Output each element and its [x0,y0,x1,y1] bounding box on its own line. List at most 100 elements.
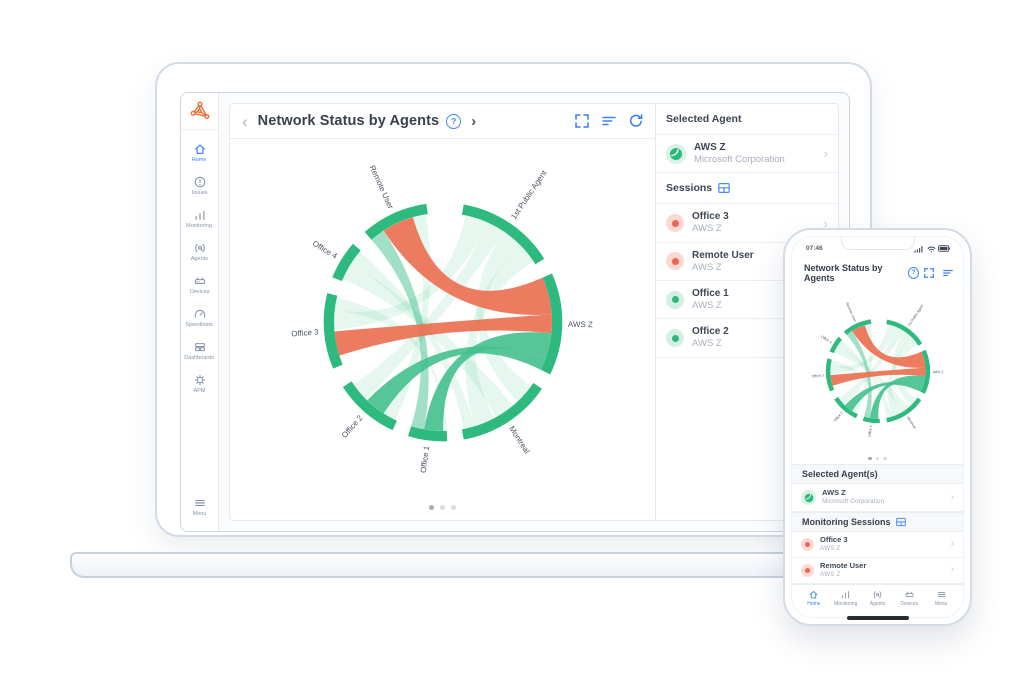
svg-text:Office 4: Office 4 [820,335,832,345]
session-name: Remote User [820,561,867,571]
monitoring-icon [842,591,850,599]
chevron-right-icon: › [950,564,954,576]
menu-icon [194,499,205,507]
home-icon [194,144,205,154]
expand-icon[interactable] [924,267,934,278]
expand-icon[interactable] [575,114,589,128]
svg-text:Office 2: Office 2 [339,413,364,440]
svg-text:Office 4: Office 4 [310,239,338,261]
card-header: ‹ Network Status by Agents ? › [230,104,655,139]
monitoring-icon [194,210,205,220]
laptop-screen: Home Issues Monitoring Agents Devices Speedte… [155,62,872,537]
page-dot-1[interactable] [429,505,434,510]
svg-text:AWS Z: AWS Z [932,370,944,374]
session-agent: AWS Z [692,223,722,235]
sidebar-item-monitoring[interactable]: Monitoring [181,202,218,235]
page-dot-2[interactable] [875,456,880,461]
phone-chord-chart[interactable]: 1st Public Agent AWS Z Montreal Office 1 Off… [792,288,963,454]
session-name: Office 3 [820,535,848,545]
nav-item-menu[interactable]: Menu [925,589,957,607]
phone-screen: 07:46 Network Status by Agents ? 1st Pub… [791,236,964,618]
page-dot-3[interactable] [451,505,456,510]
issues-icon [194,176,205,188]
phone-header: Network Status by Agents ? [792,259,963,288]
sidebar-item-devices[interactable]: Devices [181,268,218,301]
page-dot-1[interactable] [868,456,872,461]
nav-item-devices[interactable]: Devices [893,589,925,607]
phone-page-title: Network Status by Agents [804,262,883,283]
agents-icon [873,591,882,598]
nav-item-monitoring[interactable]: Monitoring [830,589,862,607]
sessions-grid-icon[interactable] [718,182,730,194]
svg-text:Office 3: Office 3 [291,327,319,338]
phone-session-row[interactable]: Office 3 AWS Z › [792,532,963,558]
selected-agent-row[interactable]: AWS Z Microsoft Corporation › [656,135,838,174]
apm-icon [194,374,205,386]
svg-text:Office 2: Office 2 [832,411,843,423]
session-name: Office 3 [692,211,729,223]
status-dot-green [666,290,684,309]
back-chevron-icon[interactable]: ‹ [242,111,248,131]
agent-name: AWS Z [694,142,726,153]
phone-selected-agent-row[interactable]: AWS Z Microsoft Corporation › [792,484,963,512]
sessions-title: Sessions [656,173,838,205]
right-panel: Selected Agent AWS Z Microsoft Corporati… [655,104,838,520]
filter-icon[interactable] [943,268,953,278]
svg-text:Montreal: Montreal [507,424,531,455]
svg-text:Montreal: Montreal [905,416,916,430]
status-dot-red [801,563,814,577]
sidebar-item-speedtests[interactable]: Speedtests [181,301,218,334]
phone-notch [840,237,915,250]
sidebar-item-apm[interactable]: APM [181,367,218,400]
sidebar-item-agents[interactable]: Agents [181,235,218,268]
pagination-dots [230,505,655,520]
app-logo[interactable] [181,93,218,130]
svg-text:Remote User: Remote User [367,164,395,211]
battery-icon [938,245,950,253]
status-dot-red [666,252,684,271]
app-window: Home Issues Monitoring Agents Devices Speedte… [180,92,850,532]
sessions-grid-icon[interactable] [895,517,906,527]
dashboard-card: ‹ Network Status by Agents ? › 1st Publi… [229,103,839,521]
page-dot-2[interactable] [440,505,445,510]
svg-text:Office 3: Office 3 [811,373,823,378]
filter-icon[interactable] [602,114,616,128]
nav-item-agents[interactable]: Agents [862,589,894,607]
phone-session-row[interactable]: Remote User AWS Z › [792,558,963,584]
selected-agents-band: Selected Agent(s) [792,464,963,485]
forward-chevron-icon[interactable]: › [471,112,477,130]
session-agent: AWS Z [820,544,841,552]
help-icon[interactable]: ? [446,113,462,129]
refresh-icon[interactable] [629,114,643,128]
status-time: 07:46 [806,245,823,253]
svg-text:1st Public Agent: 1st Public Agent [907,304,924,327]
session-name: Office 2 [692,326,729,338]
status-dot-red [801,537,814,551]
status-dot-red [666,214,684,233]
agents-icon [194,243,205,253]
sidebar-item-dashboards[interactable]: Dashboards [181,334,218,367]
status-dot-green [666,329,684,348]
sidebar-item-menu[interactable]: Menu [181,490,218,523]
home-indicator[interactable] [846,616,909,620]
sidebar-item-home[interactable]: Home [181,136,218,169]
help-icon[interactable]: ? [908,266,919,279]
svg-text:AWS Z: AWS Z [567,320,592,329]
home-icon [810,590,818,599]
agent-company: Microsoft Corporation [822,498,885,506]
agent-name: AWS Z [822,488,846,498]
session-name: Office 1 [692,288,729,300]
agent-avatar [666,143,686,164]
chord-chart[interactable]: 1st Public Agent AWS Z Montreal Office 1 Off… [230,139,655,505]
sidebar-item-issues[interactable]: Issues [181,169,218,202]
session-row[interactable]: Office 3 AWS Z › [656,204,838,243]
session-agent: AWS Z [692,338,722,350]
page-dot-3[interactable] [883,456,887,461]
agent-avatar [801,490,816,506]
devices-icon [905,591,914,597]
speedtests-icon [194,309,205,318]
phone-bottom-nav: Home Monitoring Agents Devices Menu [792,584,963,617]
sidebar-items: Home Issues Monitoring Agents Devices Speedte… [181,136,218,400]
nav-item-home[interactable]: Home [798,589,830,607]
